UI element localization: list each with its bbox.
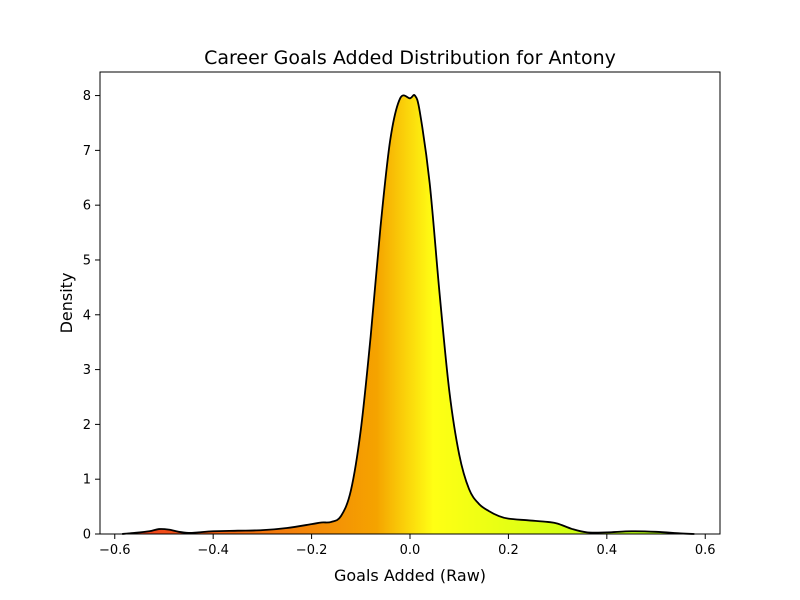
y-tick-label: 1 <box>83 473 91 488</box>
x-axis: −0.6 −0.4 −0.2 0.0 0.2 0.4 0.6 <box>99 534 716 558</box>
x-tick-label: −0.4 <box>197 543 229 558</box>
y-axis: 0 1 2 3 4 5 6 7 8 <box>83 89 100 543</box>
density-fill <box>122 94 695 535</box>
density-line <box>122 94 695 535</box>
y-tick-label: 4 <box>83 308 91 323</box>
x-tick-label: 0.6 <box>695 543 716 558</box>
y-tick-label: 7 <box>83 144 91 159</box>
y-tick-label: 6 <box>83 199 91 214</box>
x-axis-label: Goals Added (Raw) <box>334 566 486 585</box>
y-tick-label: 2 <box>83 418 91 433</box>
x-tick-label: 0.2 <box>498 543 519 558</box>
x-tick-label: 0.0 <box>400 543 421 558</box>
chart-title: Career Goals Added Distribution for Anto… <box>204 47 616 69</box>
x-tick-label: −0.6 <box>99 543 131 558</box>
y-tick-label: 5 <box>83 253 91 268</box>
y-tick-label: 0 <box>83 528 91 543</box>
plot-area <box>99 71 721 535</box>
y-tick-label: 3 <box>83 363 91 378</box>
y-axis-label: Density <box>57 273 76 334</box>
x-tick-label: 0.4 <box>596 543 617 558</box>
x-tick-label: −0.2 <box>296 543 328 558</box>
y-tick-label: 8 <box>83 89 91 104</box>
